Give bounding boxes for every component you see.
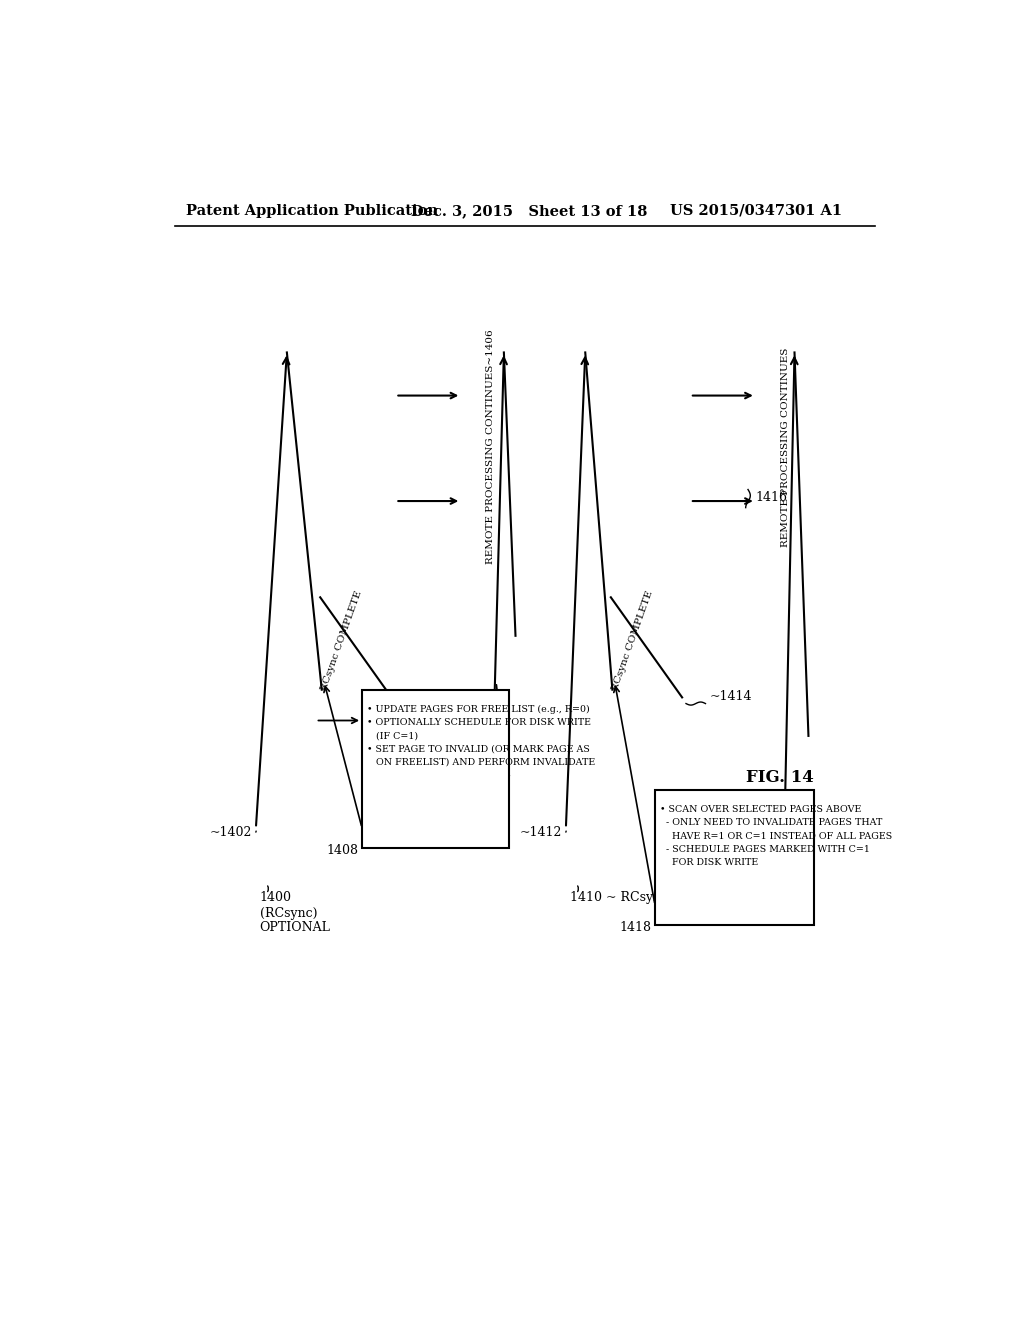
Text: ~1412: ~1412 [519,826,562,840]
Text: 1408: 1408 [327,843,358,857]
Text: FIG. 14: FIG. 14 [746,770,814,787]
Text: Patent Application Publication: Patent Application Publication [186,203,438,218]
Text: (RCsync): (RCsync) [260,907,317,920]
Text: ~1414: ~1414 [710,690,752,702]
Text: ~1402: ~1402 [210,826,252,840]
Text: 1418: 1418 [620,921,651,933]
Text: • UPDATE PAGES FOR FREE LIST (e.g., R=0)
• OPTIONALLY SCHEDULE FOR DISK WRITE
  : • UPDATE PAGES FOR FREE LIST (e.g., R=0)… [368,705,596,767]
Text: 1400: 1400 [260,891,292,904]
Text: Dec. 3, 2015   Sheet 13 of 18: Dec. 3, 2015 Sheet 13 of 18 [411,203,647,218]
Text: RCsync COMPLETE: RCsync COMPLETE [610,590,654,693]
Text: OPTIONAL: OPTIONAL [260,921,331,933]
Text: • SCAN OVER SELECTED PAGES ABOVE
  - ONLY NEED TO INVALIDATE PAGES THAT
    HAVE: • SCAN OVER SELECTED PAGES ABOVE - ONLY … [660,805,893,867]
Text: REMOTE PROCESSING CONTINUES~1406: REMOTE PROCESSING CONTINUES~1406 [486,330,496,565]
Bar [655,789,814,924]
Text: 1416: 1416 [756,491,787,504]
Text: REMOTE PROCESSING CONTINUES: REMOTE PROCESSING CONTINUES [780,347,790,546]
Text: ~1404: ~1404 [419,690,461,702]
Text: US 2015/0347301 A1: US 2015/0347301 A1 [671,203,843,218]
Bar [362,689,509,847]
Text: 1410 ~ RCsync: 1410 ~ RCsync [569,891,668,904]
Text: RCsync COMPLETE: RCsync COMPLETE [319,590,364,693]
